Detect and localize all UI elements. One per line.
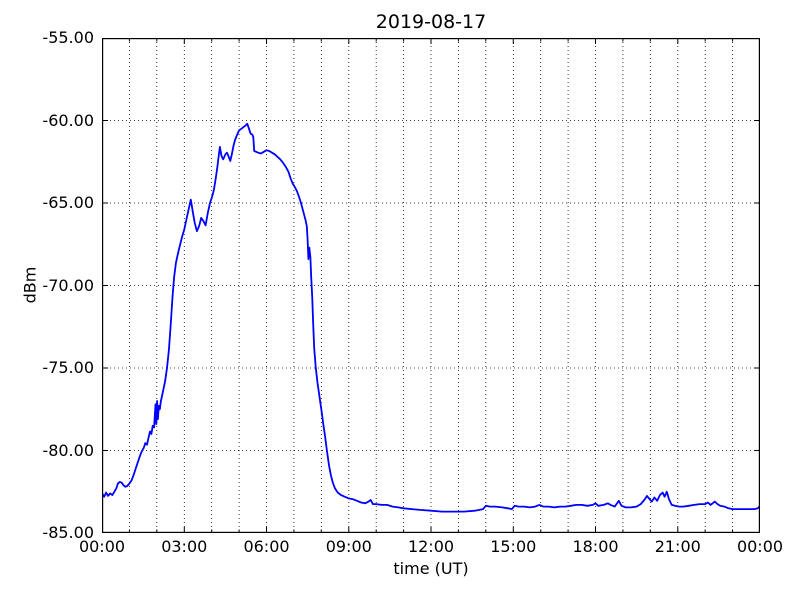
x-tick-label: 18:00 (572, 537, 619, 556)
y-tick-label: -80.00 (42, 440, 94, 460)
plot-area (102, 38, 760, 533)
y-tick-label: -85.00 (42, 523, 94, 542)
chart-title: 2019-08-17 (375, 11, 487, 33)
x-tick-label: 00:00 (736, 537, 784, 556)
y-tick-label: -75.00 (42, 358, 94, 377)
y-tick-label: -60.00 (42, 110, 94, 130)
x-tick-label: 00:00 (78, 537, 126, 556)
x-axis-label: time (UT) (393, 559, 469, 578)
y-tick-label: -55.00 (42, 28, 94, 47)
y-tick-label: -70.00 (42, 275, 94, 295)
axes-frame (102, 38, 760, 533)
x-tick-label: 12:00 (407, 537, 455, 556)
x-tick-label: 06:00 (243, 537, 290, 556)
x-tick-label: 21:00 (654, 537, 701, 556)
x-tick-label: 09:00 (325, 537, 372, 556)
data-line (102, 122, 760, 513)
y-tick-label: -65.00 (42, 193, 94, 212)
x-tick-label: 03:00 (161, 537, 208, 556)
x-tick-label: 15:00 (490, 537, 537, 556)
